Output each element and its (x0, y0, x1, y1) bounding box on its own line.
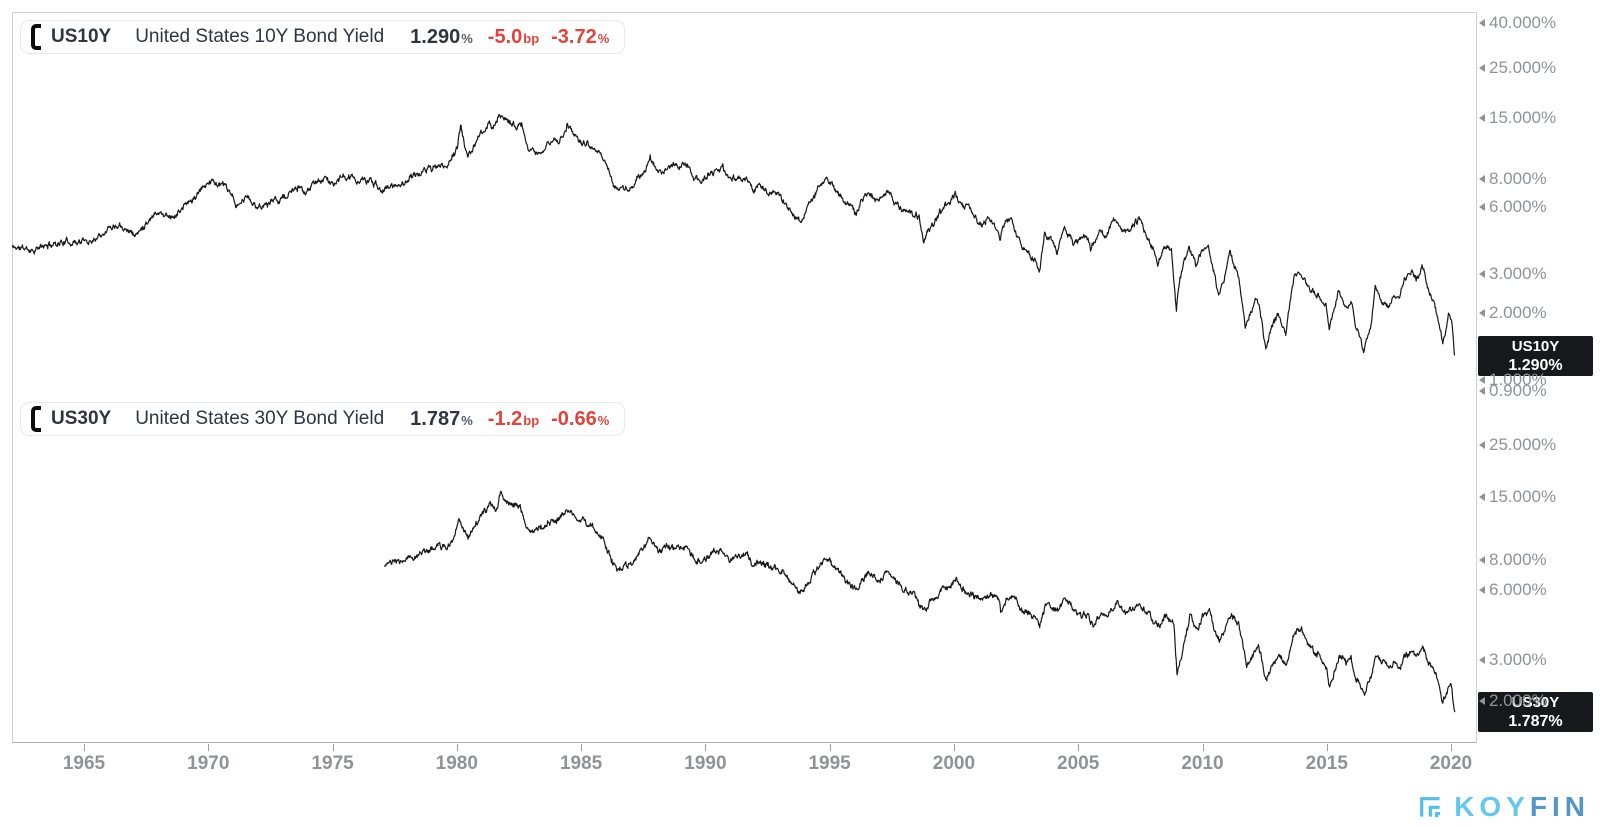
x-tick-label: 2010 (1181, 753, 1224, 774)
x-tick-label: 1990 (684, 753, 727, 774)
y-tick-arrow-icon (1479, 18, 1485, 27)
legend-bracket-icon (31, 406, 41, 432)
x-tick-label: 2020 (1429, 753, 1473, 774)
y-tick-arrow-icon (1479, 696, 1485, 705)
x-tick-label: 1985 (559, 753, 603, 774)
legend-change-bp: -1.2bp (487, 407, 540, 430)
x-tick-mark (84, 744, 85, 751)
y-tick-arrow-icon (1479, 655, 1485, 664)
y-tick-label: 2.000% (1479, 303, 1547, 323)
y-tick-label: 2.000% (1479, 691, 1547, 711)
x-tick-label: 1975 (311, 753, 354, 774)
x-tick-mark (581, 744, 583, 751)
y-tick-label: 6.000% (1479, 197, 1547, 217)
x-tick-mark (1326, 744, 1328, 751)
legend-us10y[interactable]: US10Y United States 10Y Bond Yield 1.290… (20, 20, 626, 54)
legend-change-pct: -3.72% (551, 25, 610, 48)
x-tick-label: 2015 (1305, 753, 1348, 774)
y-tick-arrow-icon (1479, 386, 1485, 395)
panel-us10y[interactable]: US10Y United States 10Y Bond Yield 1.290… (12, 12, 1477, 396)
y-tick-label: 6.000% (1479, 580, 1547, 600)
x-tick-label: 2000 (932, 753, 976, 774)
y-tick-label: 15.000% (1479, 487, 1556, 507)
x-tick-mark (1202, 744, 1204, 751)
y-tick-arrow-icon (1479, 376, 1485, 385)
y-tick-arrow-icon (1479, 174, 1485, 183)
legend-ticker: US30Y (51, 408, 112, 429)
x-tick-mark (456, 744, 458, 751)
y-tick-label: 3.000% (1479, 650, 1547, 670)
axis-badge-us10y: US10Y 1.290% (1478, 335, 1593, 376)
x-tick-mark (953, 744, 955, 751)
koyfin-logo-text: KOYFIN (1454, 791, 1590, 822)
legend-change-pct: -0.66% (551, 407, 610, 430)
y-tick-label: 40.000% (1479, 13, 1556, 33)
y-tick-arrow-icon (1479, 556, 1485, 565)
legend-security-name: United States 10Y Bond Yield (135, 26, 385, 47)
x-tick-label: 1980 (435, 753, 478, 774)
x-tick-label: 1970 (187, 753, 230, 774)
y-tick-label: 0.900% (1479, 381, 1547, 401)
y-tick-label: 25.000% (1479, 58, 1556, 78)
legend-us30y[interactable]: US30Y United States 30Y Bond Yield 1.787… (20, 402, 626, 436)
x-tick-mark (1451, 744, 1452, 751)
axis-badge-us30y: US30Y 1.787% (1478, 692, 1593, 733)
y-tick-label: 25.000% (1479, 435, 1556, 455)
y-tick-label: 8.000% (1479, 169, 1547, 189)
koyfin-logo-icon (1420, 797, 1441, 817)
koyfin-watermark: KOYFIN (1415, 792, 1590, 822)
x-tick-label: 1995 (808, 753, 851, 774)
x-tick-label: 1965 (62, 753, 106, 774)
y-tick-arrow-icon (1479, 309, 1485, 318)
x-tick-mark (208, 744, 210, 751)
x-tick-mark (1078, 744, 1080, 751)
x-tick-label: 2005 (1057, 753, 1100, 774)
y-tick-arrow-icon (1479, 64, 1485, 73)
x-tick-mark (829, 744, 831, 751)
legend-last-value: 1.787% (410, 407, 473, 430)
x-tick-mark (332, 744, 334, 751)
panel-us30y[interactable]: US30Y United States 30Y Bond Yield 1.787… (12, 395, 1477, 743)
y-tick-label: 1.000% (1479, 370, 1547, 390)
y-tick-arrow-icon (1479, 202, 1485, 211)
legend-ticker: US10Y (51, 26, 112, 47)
y-tick-arrow-icon (1479, 585, 1485, 594)
x-tick-mark (705, 744, 707, 751)
y-tick-arrow-icon (1479, 269, 1485, 278)
y-tick-arrow-icon (1479, 492, 1485, 501)
y-tick-arrow-icon (1479, 113, 1485, 122)
legend-bracket-icon (31, 24, 41, 50)
y-tick-label: 3.000% (1479, 264, 1547, 284)
y-tick-label: 15.000% (1479, 108, 1556, 128)
legend-last-value: 1.290% (410, 25, 473, 48)
y-tick-arrow-icon (1479, 441, 1485, 449)
legend-change-bp: -5.0bp (487, 25, 540, 48)
y-tick-label: 8.000% (1479, 550, 1547, 570)
legend-security-name: United States 30Y Bond Yield (135, 408, 385, 429)
